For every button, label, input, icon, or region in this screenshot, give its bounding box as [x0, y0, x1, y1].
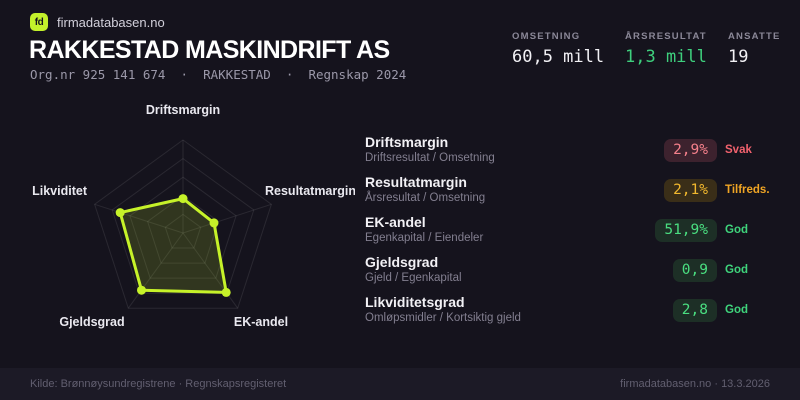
radar-data-point — [221, 287, 231, 297]
kpi-omsetning: OMSETNING 60,5 mill — [512, 31, 604, 67]
radar-data-polygon — [118, 197, 228, 294]
metric-value-badge: 0,9 — [672, 258, 717, 282]
radar-axis-spoke — [127, 232, 184, 309]
radar-chart: Driftsmargin Resultatmargin EK-andel Gjelds… — [25, 92, 356, 347]
org-number-subtitle: Org.nr 925 141 674 · RAKKESTAD · Regnska… — [30, 67, 407, 82]
metric-row-ek-andel: EK-andel Egenkapital / Eiendeler 51,9% G… — [365, 210, 777, 250]
metric-formula: Omløpsmidler / Kortsiktig gjeld — [365, 312, 521, 325]
radar-axis-spoke — [94, 203, 184, 234]
metric-title: Likviditetsgrad — [365, 294, 465, 311]
metric-title: Driftsmargin — [365, 134, 449, 151]
metric-title: EK-andel — [365, 214, 426, 231]
metric-row-likviditetsgrad: Likviditetsgrad Omløpsmidler / Kortsikti… — [365, 290, 777, 330]
metric-status: God — [725, 224, 748, 236]
radar-data-point — [115, 208, 125, 218]
radar-axis-label: EK-andel — [234, 315, 288, 329]
metric-row-driftsmargin: Driftsmargin Driftsresultat / Omsetning … — [365, 130, 777, 170]
radar-axis-label: Resultatmargin — [265, 184, 355, 198]
metric-formula: Årsresultat / Omsetning — [365, 192, 486, 205]
radar-data-point — [137, 285, 146, 295]
metric-formula: Gjeld / Egenkapital — [365, 272, 462, 285]
footer: Kilde: Brønnøysundregistrene · Regnskaps… — [0, 368, 800, 400]
metric-status: God — [725, 304, 748, 316]
radar-grid-ring — [147, 195, 219, 264]
radar-grid-ring — [94, 139, 272, 309]
radar-grid-ring — [111, 157, 255, 294]
footer-source: Kilde: Brønnøysundregistrene · Regnskaps… — [30, 378, 287, 390]
kpi-label: ANSATTE — [728, 31, 781, 42]
radar-grid-ring — [164, 213, 202, 249]
metric-status: Tilfreds. — [725, 184, 770, 196]
radar-chart-svg: Driftsmargin Resultatmargin EK-andel Gjelds… — [32, 103, 356, 329]
kpi-value: 60,5 mill — [512, 47, 605, 67]
radar-axis-label: Gjeldsgrad — [59, 315, 124, 329]
metric-status: Svak — [725, 144, 752, 156]
metrics-list: Driftsmargin Driftsresultat / Omsetning … — [365, 130, 777, 330]
radar-axis-spoke — [182, 203, 272, 234]
metric-row-resultatmargin: Resultatmargin Årsresultat / Omsetning 2… — [365, 170, 777, 210]
kpi-label: OMSETNING — [512, 31, 581, 42]
metric-value-badge: 51,9% — [655, 218, 717, 242]
metric-value-badge: 2,9% — [664, 138, 717, 162]
metric-title: Gjeldsgrad — [365, 254, 439, 271]
metric-title: Resultatmargin — [365, 174, 467, 191]
kpi-arsresultat: ÅRSRESULTAT 1,3 mill — [625, 31, 707, 67]
firmadatabasen-logo-icon: fd — [30, 13, 48, 31]
metric-value-badge: 2,8 — [672, 298, 717, 322]
brand-name: firmadatabasen.no — [57, 14, 165, 30]
kpi-value: 1,3 mill — [625, 47, 707, 67]
radar-axis-label: Likviditet — [32, 184, 88, 198]
radar-axis-label: Driftsmargin — [146, 103, 220, 117]
radar-data-point — [178, 194, 188, 204]
brand-row: fd firmadatabasen.no — [30, 13, 165, 31]
metric-status: God — [725, 264, 748, 276]
radar-data-point — [209, 218, 219, 228]
metric-formula: Driftsresultat / Omsetning — [365, 152, 495, 165]
kpi-ansatte: ANSATTE 19 — [728, 31, 781, 67]
kpi-label: ÅRSRESULTAT — [625, 31, 707, 42]
metric-value-badge: 2,1% — [664, 178, 717, 202]
kpi-value: 19 — [728, 47, 749, 67]
metric-row-gjeldsgrad: Gjeldsgrad Gjeld / Egenkapital 0,9 God — [365, 250, 777, 290]
page-title: RAKKESTAD MASKINDRIFT AS — [29, 36, 390, 64]
footer-brand-date: firmadatabasen.no · 13.3.2026 — [620, 378, 770, 390]
metric-formula: Egenkapital / Eiendeler — [365, 232, 484, 245]
